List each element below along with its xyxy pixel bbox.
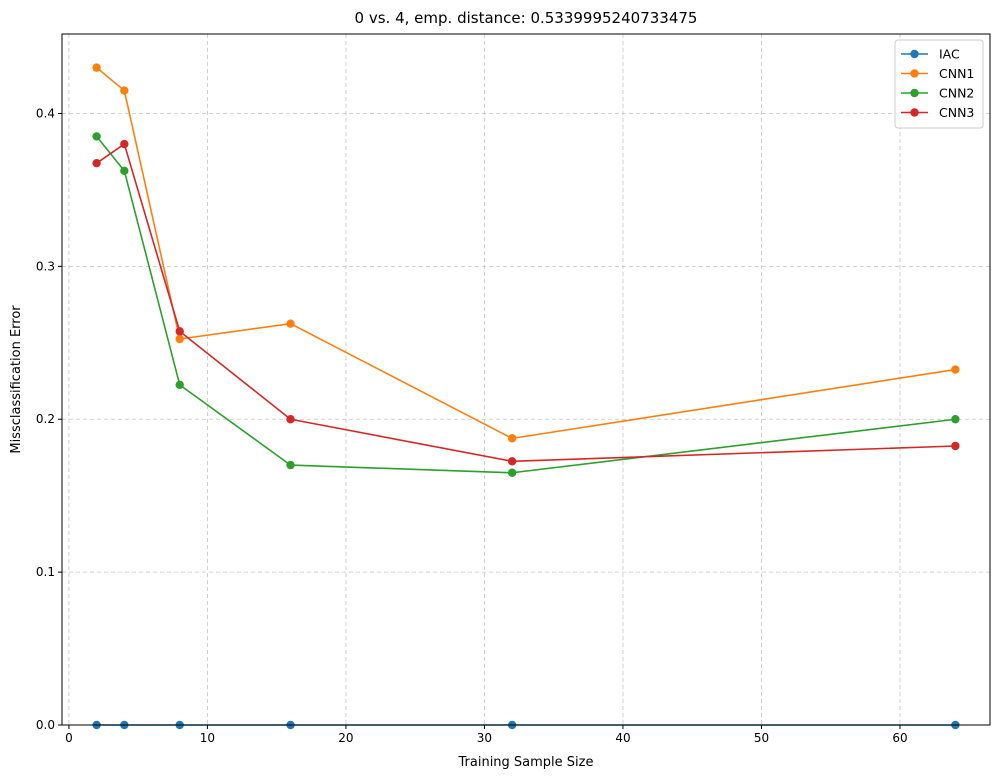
legend-marker-cnn1 [910, 69, 919, 78]
legend-item-iac: IAC [901, 47, 960, 62]
legend-item-cnn3: CNN3 [901, 105, 974, 120]
data-point-cnn3 [175, 327, 184, 336]
legend-marker-cnn2 [910, 88, 919, 98]
x-tick-label: 60 [892, 731, 907, 745]
data-point-cnn1 [507, 434, 517, 443]
legend-marker-iac [910, 49, 919, 59]
legend-label-cnn3: CNN3 [939, 105, 974, 120]
x-axis: 0 10 20 30 40 50 60 [65, 725, 908, 745]
data-point-cnn1 [175, 334, 184, 344]
legend-box [894, 39, 984, 129]
data-point-cnn2 [286, 460, 295, 470]
y-axis-label: Missclassification Error [9, 305, 24, 454]
y-tick-label: 0.4 [36, 106, 55, 120]
series-line-cnn1 [96, 67, 956, 440]
x-tick-label: 10 [200, 731, 215, 745]
legend-label-cnn2: CNN2 [939, 86, 974, 101]
x-tick-label: 50 [754, 731, 769, 745]
legend-marker-cnn3 [910, 108, 919, 117]
y-axis: 0.0 0.1 0.2 0.3 0.4 [36, 106, 62, 732]
data-point-cnn2 [92, 132, 101, 141]
x-tick-label: 30 [477, 731, 492, 745]
y-tick-label: 0.3 [36, 259, 55, 273]
series-line-cnn2 [96, 135, 956, 474]
chart-title: 0 vs. 4, emp. distance: 0.53399952407334… [355, 9, 698, 27]
data-point-cnn1 [120, 86, 129, 95]
axes-frame [61, 33, 991, 726]
data-point-cnn1 [951, 365, 960, 374]
data-point-cnn1 [286, 319, 295, 328]
data-point-cnn2 [507, 468, 517, 477]
x-tick-label: 20 [338, 731, 353, 745]
series-cnn1 [92, 63, 960, 443]
x-tick-label: 40 [615, 731, 630, 745]
data-point-cnn1 [92, 63, 101, 72]
y-tick-label: 0.1 [36, 565, 55, 579]
series-cnn2 [92, 132, 960, 477]
legend-label-iac: IAC [939, 47, 960, 62]
legend-item-cnn2: CNN2 [901, 86, 974, 101]
legend-label-cnn1: CNN1 [939, 66, 974, 81]
data-point-cnn3 [507, 457, 517, 466]
series-cnn3 [92, 139, 960, 466]
data-point-cnn3 [120, 139, 129, 149]
data-point-cnn3 [92, 158, 101, 168]
y-tick-label: 0.2 [36, 412, 55, 426]
data-point-cnn3 [286, 415, 295, 424]
data-point-cnn2 [120, 166, 129, 176]
y-tick-label: 0.0 [36, 718, 55, 732]
legend-item-cnn1: CNN1 [901, 66, 974, 81]
legend: IAC CNN1 CNN2 CNN3 [894, 39, 984, 129]
series-line-cnn3 [96, 143, 956, 463]
x-tick-label: 0 [65, 731, 73, 745]
plot-background [62, 34, 990, 725]
data-point-cnn2 [175, 380, 184, 390]
data-point-cnn3 [951, 441, 960, 451]
x-axis-label: Training Sample Size [458, 755, 594, 770]
data-point-cnn2 [951, 415, 960, 424]
